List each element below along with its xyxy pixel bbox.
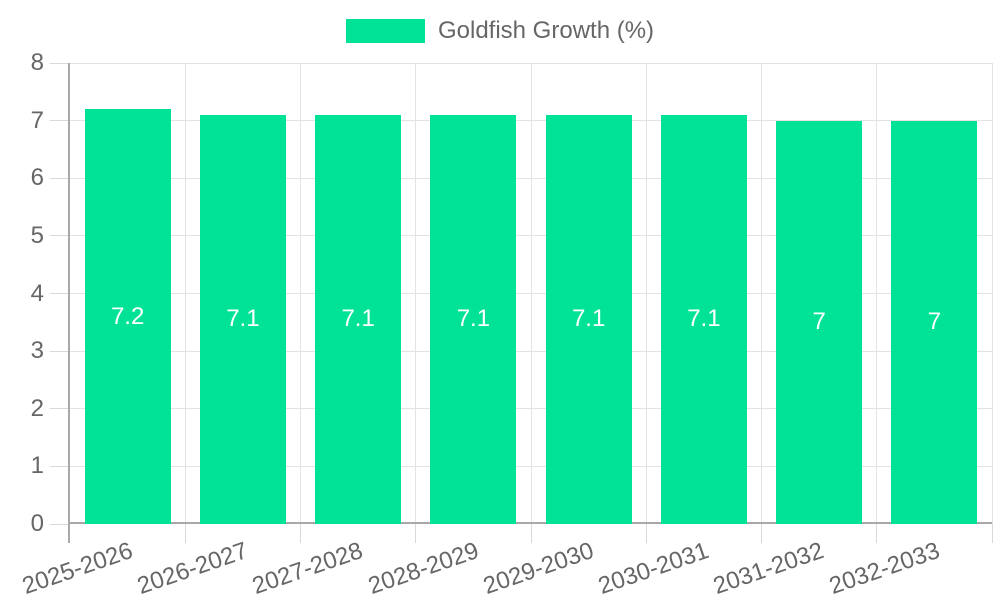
x-gridline (991, 63, 993, 524)
y-axis-tick-label: 4 (30, 279, 44, 307)
y-axis-tick-label: 3 (30, 337, 44, 365)
x-tick-mark (991, 524, 993, 543)
bar-value-label: 7 (812, 308, 826, 336)
y-axis-tick-label: 5 (30, 221, 44, 249)
y-tick-mark (50, 293, 70, 294)
x-tick-mark (530, 524, 532, 543)
bar-value-label: 7.1 (226, 305, 260, 333)
x-gridline (645, 63, 647, 524)
y-axis-tick-label: 2 (30, 394, 44, 422)
bar-value-label: 7.1 (687, 305, 721, 333)
y-axis-line (68, 63, 70, 543)
x-axis-category-label: 2028-2029 (364, 537, 482, 600)
x-tick-mark (300, 524, 301, 543)
x-tick-mark (761, 524, 762, 543)
y-axis-tick-label: 0 (30, 510, 44, 537)
x-axis-category-label: 2029-2030 (479, 537, 598, 600)
bar[interactable]: 7.1 (199, 114, 286, 524)
y-tick-mark (50, 465, 70, 467)
x-gridline (530, 63, 532, 524)
x-tick-mark (184, 524, 186, 543)
x-axis-category-label: 2032-2033 (825, 537, 943, 600)
x-tick-mark (876, 524, 878, 543)
bar[interactable]: 7 (776, 120, 863, 524)
x-gridline (876, 63, 878, 524)
x-gridline (184, 63, 186, 524)
y-tick-mark (50, 177, 70, 179)
y-axis-tick-label: 7 (30, 106, 44, 134)
bar[interactable]: 7.1 (315, 114, 402, 524)
x-gridline (761, 63, 762, 524)
legend-label: Goldfish Growth (%) (437, 17, 655, 44)
y-tick-mark (50, 62, 70, 64)
bar[interactable]: 7.1 (660, 114, 747, 524)
bar-value-label: 7.1 (341, 305, 375, 333)
x-axis-category-label: 2031-2032 (710, 537, 828, 600)
y-tick-mark (50, 523, 70, 525)
y-tick-mark (50, 120, 70, 122)
bar-value-label: 7 (927, 308, 942, 336)
y-tick-mark (50, 350, 70, 352)
bar[interactable]: 7.1 (545, 114, 632, 524)
legend-item[interactable]: Goldfish Growth (%) (0, 18, 1000, 43)
bar[interactable]: 7 (891, 120, 978, 524)
y-axis-tick-label: 8 (30, 49, 44, 76)
x-axis-category-label: 2030-2031 (595, 537, 713, 600)
y-tick-mark (50, 235, 70, 237)
x-gridline (300, 63, 301, 524)
y-axis-tick-label: 1 (30, 452, 44, 480)
x-axis-line (70, 522, 992, 524)
bar-value-label: 7.1 (571, 305, 606, 333)
bar-value-label: 7.2 (110, 302, 145, 330)
bar-value-label: 7.1 (456, 305, 491, 333)
x-axis-category-label: 2025-2026 (18, 537, 137, 600)
x-tick-mark (415, 524, 417, 543)
legend-marker (345, 18, 425, 43)
x-axis-category-label: 2026-2027 (134, 537, 252, 600)
y-tick-mark (50, 408, 70, 410)
x-gridline (415, 63, 417, 524)
x-axis-category-label: 2027-2028 (249, 537, 367, 600)
x-tick-mark (645, 524, 647, 543)
bar[interactable]: 7.1 (430, 114, 517, 524)
y-axis-tick-label: 6 (30, 164, 44, 192)
bar[interactable]: 7.2 (84, 109, 171, 524)
